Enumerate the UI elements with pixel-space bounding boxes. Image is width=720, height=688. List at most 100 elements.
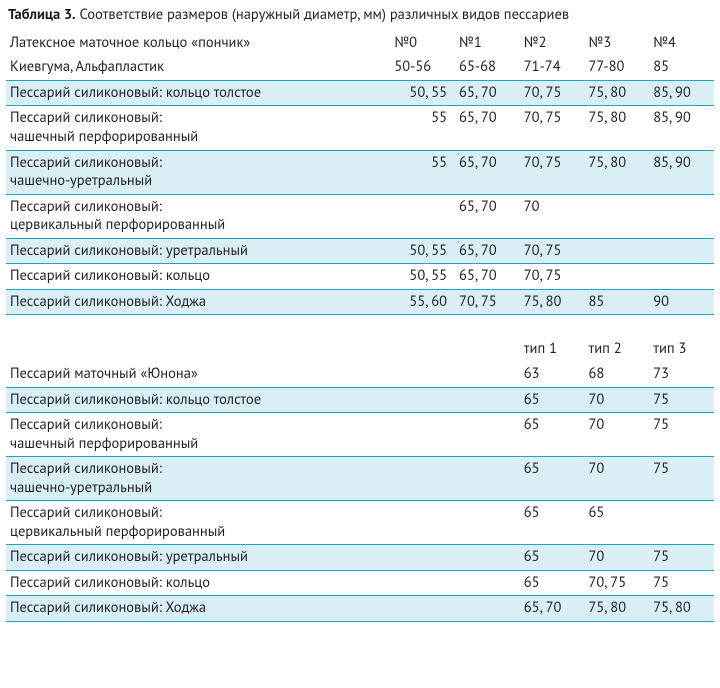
table-b: тип 1тип 2тип 3Пессарий маточный «Юнона»… bbox=[6, 337, 714, 622]
table-row: Пессарий силиконовый: кольцо толстое50, … bbox=[6, 80, 714, 105]
header-row-2: Киевгума, Альфапластик50-5665-6871-7477-… bbox=[6, 55, 714, 80]
row-cell: 65, 70 bbox=[455, 150, 520, 194]
row-label: Пессарий силиконовый:чашечно-уретральный bbox=[6, 150, 390, 194]
row-cell bbox=[390, 457, 455, 501]
row-cell: 70 bbox=[584, 457, 649, 501]
header-col-0 bbox=[390, 337, 455, 362]
row-cell: 55 bbox=[390, 150, 455, 194]
header-col-2: №2 bbox=[520, 31, 585, 56]
header-row-1: тип 1тип 2тип 3 bbox=[6, 337, 714, 362]
row-cell: 65 bbox=[520, 387, 585, 412]
header-subcol-3: 77-80 bbox=[584, 55, 649, 80]
table-row: Пессарий силиконовый: Ходжа55, 6070, 757… bbox=[6, 289, 714, 314]
row-cell: 70, 75 bbox=[455, 289, 520, 314]
header-col-2: тип 1 bbox=[520, 337, 585, 362]
row-cell: 50, 55 bbox=[390, 80, 455, 105]
header-col-4: тип 3 bbox=[649, 337, 714, 362]
table-title-text: Соответствие размеров (наружный диаметр,… bbox=[76, 5, 569, 24]
row-cell: 55 bbox=[390, 106, 455, 150]
row-label: Пессарий силиконовый: Ходжа bbox=[6, 289, 390, 314]
row-label: Пессарий силиконовый: кольцо bbox=[6, 570, 390, 595]
row-label: Пессарий силиконовый: кольцо bbox=[6, 264, 390, 289]
row-cell: 50, 55 bbox=[390, 238, 455, 263]
row-cell: 75, 80 bbox=[649, 596, 714, 621]
row-cell: 65, 70 bbox=[520, 596, 585, 621]
row-cell: 65 bbox=[520, 501, 585, 545]
row-label: Пессарий силиконовый:чашечно-уретральный bbox=[6, 457, 390, 501]
row-cell: 65, 70 bbox=[455, 194, 520, 238]
row-cell: 75, 80 bbox=[584, 150, 649, 194]
row-cell: 75 bbox=[649, 570, 714, 595]
row-cell bbox=[584, 238, 649, 263]
row-cell: 85 bbox=[584, 289, 649, 314]
row-cell: 90 bbox=[649, 289, 714, 314]
row-label: Пессарий силиконовый: уретральный bbox=[6, 545, 390, 570]
row-cell: 70, 75 bbox=[520, 238, 585, 263]
row-cell bbox=[390, 545, 455, 570]
header-col-3: тип 2 bbox=[584, 337, 649, 362]
header-subcol-3: 68 bbox=[584, 362, 649, 387]
header-subcol-4: 85 bbox=[649, 55, 714, 80]
separator-row bbox=[6, 621, 714, 622]
row-label: Пессарий силиконовый:цервикальный перфор… bbox=[6, 194, 390, 238]
row-cell: 65 bbox=[520, 457, 585, 501]
header-label-line1: Латексное маточное кольцо «пончик» bbox=[6, 31, 390, 56]
header-subcol-2: 63 bbox=[520, 362, 585, 387]
row-cell bbox=[649, 238, 714, 263]
row-cell bbox=[455, 387, 520, 412]
row-cell: 75 bbox=[649, 545, 714, 570]
row-cell: 65, 70 bbox=[455, 80, 520, 105]
row-cell: 65 bbox=[584, 501, 649, 545]
table-row: Пессарий силиконовый: кольцо толстое 6570… bbox=[6, 387, 714, 412]
row-cell: 65 bbox=[520, 413, 585, 457]
table-row: Пессарий силиконовый:цервикальный перфор… bbox=[6, 194, 714, 238]
header-subcol-0 bbox=[390, 362, 455, 387]
row-cell: 75, 80 bbox=[584, 80, 649, 105]
row-cell: 75 bbox=[649, 457, 714, 501]
row-cell: 55, 60 bbox=[390, 289, 455, 314]
row-cell bbox=[390, 501, 455, 545]
row-cell bbox=[455, 501, 520, 545]
header-subcol-1 bbox=[455, 362, 520, 387]
row-cell: 85, 90 bbox=[649, 106, 714, 150]
table-row: Пессарий силиконовый:цервикальный перфор… bbox=[6, 501, 714, 545]
row-cell bbox=[455, 413, 520, 457]
row-label: Пессарий силиконовый: кольцо толстое bbox=[6, 387, 390, 412]
row-cell: 65, 70 bbox=[455, 264, 520, 289]
header-subcol-0: 50-56 bbox=[390, 55, 455, 80]
row-cell: 70, 75 bbox=[584, 570, 649, 595]
header-label-line2: Киевгума, Альфапластик bbox=[6, 55, 390, 80]
table-a: Латексное маточное кольцо «пончик»№0№1№2… bbox=[6, 31, 714, 316]
header-row-1: Латексное маточное кольцо «пончик»№0№1№2… bbox=[6, 31, 714, 56]
row-cell bbox=[455, 457, 520, 501]
table-row: Пессарий силиконовый:чашечно-уретральный… bbox=[6, 150, 714, 194]
row-cell: 70, 75 bbox=[520, 80, 585, 105]
row-cell bbox=[649, 264, 714, 289]
row-cell: 70 bbox=[584, 387, 649, 412]
row-cell: 70, 75 bbox=[520, 106, 585, 150]
header-subcol-4: 73 bbox=[649, 362, 714, 387]
row-label: Пессарий силиконовый:чашечный перфориров… bbox=[6, 106, 390, 150]
row-label: Пессарий силиконовый: кольцо толстое bbox=[6, 80, 390, 105]
row-cell: 75 bbox=[649, 413, 714, 457]
header-subcol-2: 71-74 bbox=[520, 55, 585, 80]
row-cell: 70 bbox=[520, 194, 585, 238]
table-number: Таблица 3. bbox=[8, 5, 76, 24]
row-cell bbox=[649, 194, 714, 238]
header-col-0: №0 bbox=[390, 31, 455, 56]
table-row: Пессарий силиконовый:чашечный перфориров… bbox=[6, 106, 714, 150]
table-caption: Таблица 3. Соответствие размеров (наружн… bbox=[8, 6, 714, 25]
row-cell: 65 bbox=[520, 570, 585, 595]
header-col-1: №1 bbox=[455, 31, 520, 56]
row-cell bbox=[455, 596, 520, 621]
header-col-3: №3 bbox=[584, 31, 649, 56]
row-cell bbox=[390, 570, 455, 595]
row-cell bbox=[455, 570, 520, 595]
row-cell bbox=[584, 264, 649, 289]
row-label: Пессарий силиконовый: Ходжа bbox=[6, 596, 390, 621]
row-label: Пессарий силиконовый:чашечный перфориров… bbox=[6, 413, 390, 457]
row-cell bbox=[390, 194, 455, 238]
table-row: Пессарий силиконовый:чашечно-уретральный… bbox=[6, 457, 714, 501]
row-cell: 50, 55 bbox=[390, 264, 455, 289]
header-label-line1 bbox=[6, 337, 390, 362]
